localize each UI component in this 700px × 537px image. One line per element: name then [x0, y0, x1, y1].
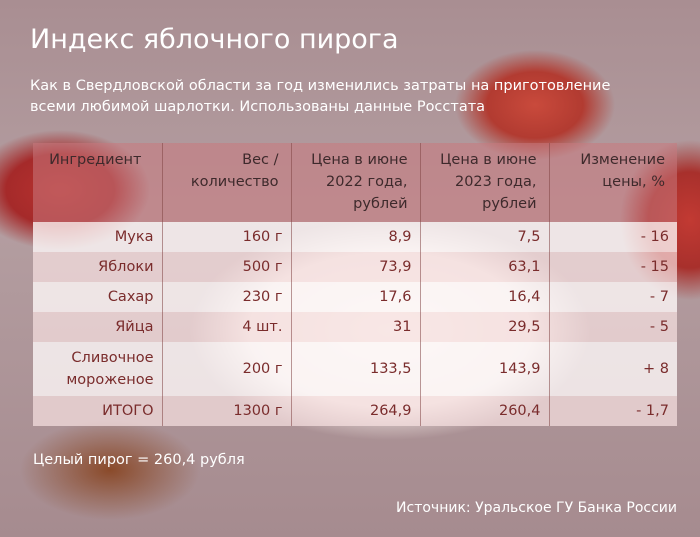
- ingredient: Мука: [33, 222, 162, 252]
- cell: 264,9: [290, 396, 420, 426]
- column-header: Цена в июне 2022 года, рублей: [290, 143, 420, 222]
- table-row: Мука 160 г 8,9 7,5- 16: [33, 222, 677, 252]
- cell: 63,1: [419, 252, 549, 282]
- column-header: Вес / количество: [161, 143, 291, 222]
- ingredient: Яблоки: [33, 252, 162, 282]
- cell: 17,6: [290, 282, 420, 312]
- ingredient: ИТОГО: [33, 396, 162, 426]
- table-body: Мука 160 г 8,9 7,5- 16 Яблоки 500 г 73,9 63,1- …: [33, 222, 677, 426]
- cell: 133,5: [290, 342, 420, 396]
- ingredient: Яйца: [33, 312, 162, 342]
- table-row: Сливочное мороженое 200 г 133,5 143,9 + 8: [33, 342, 677, 396]
- cell: 160 г: [161, 222, 291, 252]
- cell: 143,9: [419, 342, 549, 396]
- cell: 7,5: [419, 222, 549, 252]
- cell: + 8: [548, 342, 677, 396]
- header-row: Ингредиент Вес / количество Цена в июне 20…: [33, 143, 677, 222]
- cell: 73,9: [290, 252, 420, 282]
- cell: 29,5: [419, 312, 549, 342]
- column-header: Изменение цены, %: [548, 143, 677, 222]
- price-table: Ингредиент Вес / количество Цена в июне 20…: [33, 143, 677, 426]
- source: Источник: Уральское ГУ Банка России: [396, 500, 677, 516]
- table-row: Яйца 4 шт. 31 29,5- 5: [33, 312, 677, 342]
- cell: 260,4: [419, 396, 549, 426]
- cell: 230 г: [161, 282, 291, 312]
- column-header: Цена в июне 2023 года, рублей: [419, 143, 549, 222]
- ingredient: Сливочное мороженое: [33, 342, 162, 396]
- title: Индекс яблочного пирога: [30, 24, 399, 55]
- cell: 16,4: [419, 282, 549, 312]
- cell: 4 шт.: [161, 312, 291, 342]
- cell: - 5: [548, 312, 677, 342]
- ingredient: Сахар: [33, 282, 162, 312]
- note: Целый пирог = 260,4 рубля: [33, 452, 245, 468]
- cell: - 16: [548, 222, 677, 252]
- cell: 500 г: [161, 252, 291, 282]
- cell: 8,9: [290, 222, 420, 252]
- cell: - 1,7: [548, 396, 677, 426]
- cell: - 7: [548, 282, 677, 312]
- table-row: Яблоки 500 г 73,9 63,1- 15: [33, 252, 677, 282]
- cell: 31: [290, 312, 420, 342]
- column-header: Ингредиент: [33, 143, 162, 222]
- cell: - 15: [548, 252, 677, 282]
- table-row: Сахар 230 г 17,6 16,4- 7: [33, 282, 677, 312]
- cell: 1300 г: [161, 396, 291, 426]
- subtitle: Как в Свердловской области за год измени…: [30, 78, 611, 115]
- table-row: ИТОГО 1300 г 264,9 260,4- 1,7: [33, 396, 677, 426]
- cell: 200 г: [161, 342, 291, 396]
